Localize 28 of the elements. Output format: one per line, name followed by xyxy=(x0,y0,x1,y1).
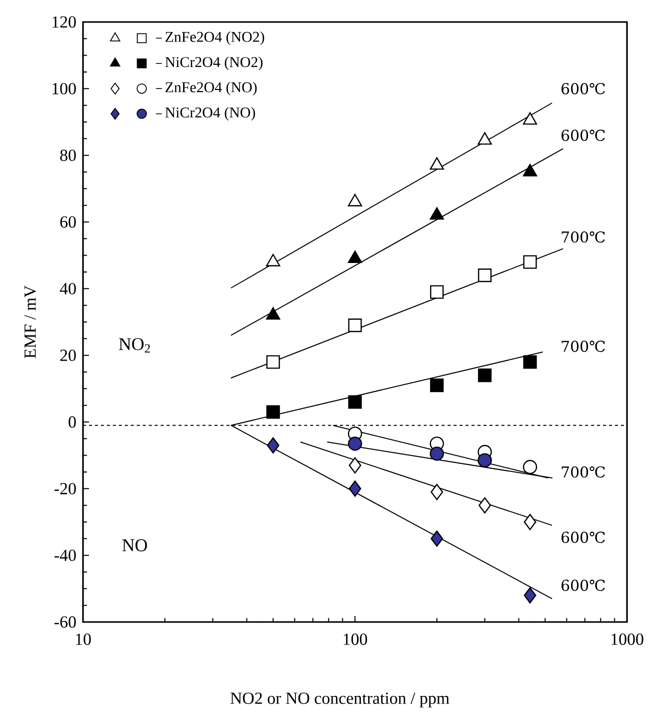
annotation: 700℃ xyxy=(562,466,605,478)
y-tick-label: -20 xyxy=(54,482,76,494)
x-tick-label: 1000 xyxy=(612,634,644,645)
y-tick-label: 60 xyxy=(60,216,76,228)
y-tick-label: -40 xyxy=(54,550,76,562)
x-tick-label: 10 xyxy=(76,634,91,645)
annotation: NO$_{2}$ xyxy=(118,338,150,353)
y-tick-label: 100 xyxy=(52,82,76,94)
x-axis-title: NO2 or NO concentration / ppm xyxy=(230,692,450,708)
annotation: 600℃ xyxy=(562,83,605,94)
annotation: 700℃ xyxy=(562,231,605,243)
legend-label: NiCr2O4 (NO2) xyxy=(165,56,262,70)
y-tick-label: 80 xyxy=(60,150,76,162)
legend-label: NiCr2O4 (NO) xyxy=(165,107,256,121)
y-tick-label: 20 xyxy=(60,350,76,362)
x-tick-label: 100 xyxy=(344,634,368,645)
legend-label: ZnFe2O4 (NO) xyxy=(166,82,257,96)
y-tick-label: 120 xyxy=(52,16,76,28)
annotation: 600℃ xyxy=(562,130,605,141)
annotation: 600℃ xyxy=(562,532,605,543)
annotation: NO xyxy=(122,539,147,552)
y-tick-label: 40 xyxy=(60,282,76,294)
y-tick-label: -60 xyxy=(54,616,76,628)
y-axis-title: EMF / mV xyxy=(24,285,36,358)
annotation: 600℃ xyxy=(562,580,605,591)
legend-label: ZnFe2O4 (NO2) xyxy=(166,31,264,45)
y-tick-label: 0 xyxy=(68,416,76,428)
annotation: 700℃ xyxy=(562,340,605,352)
